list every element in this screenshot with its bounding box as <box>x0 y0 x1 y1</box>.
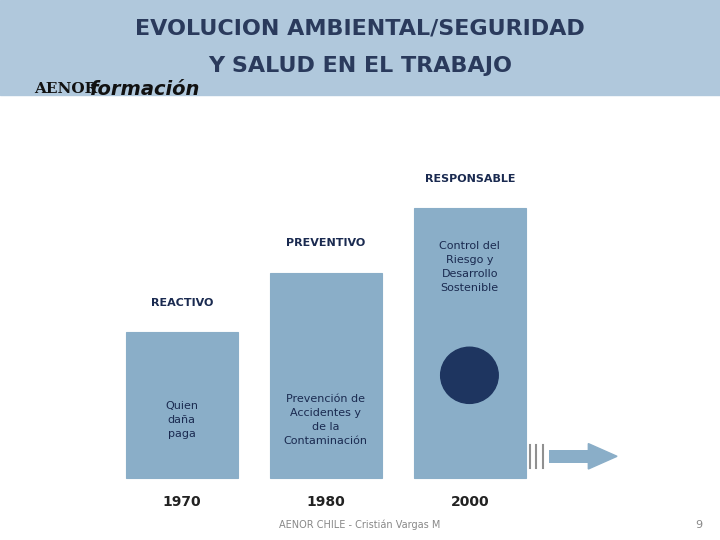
Text: AENOR CHILE - Cristián Vargas M: AENOR CHILE - Cristián Vargas M <box>279 520 441 530</box>
Text: REACTIVO: REACTIVO <box>150 298 213 308</box>
Text: formación: formación <box>89 79 199 99</box>
Text: 9: 9 <box>695 520 702 530</box>
Text: 1980: 1980 <box>307 495 345 509</box>
Text: Quien
daña
paga: Quien daña paga <box>166 401 198 438</box>
Bar <box>126 332 238 478</box>
Text: 2000: 2000 <box>451 495 489 509</box>
Text: RESPONSABLE: RESPONSABLE <box>425 173 515 184</box>
Text: EVOLUCION AMBIENTAL/SEGURIDAD: EVOLUCION AMBIENTAL/SEGURIDAD <box>135 18 585 38</box>
Text: Control del
Riesgo y
Desarrollo
Sostenible: Control del Riesgo y Desarrollo Sostenib… <box>439 241 500 293</box>
Text: AENOR: AENOR <box>35 82 98 96</box>
Bar <box>270 273 382 478</box>
Text: 1970: 1970 <box>163 495 201 509</box>
Ellipse shape <box>441 347 498 403</box>
Text: Prevención de
Accidentes y
de la
Contaminación: Prevención de Accidentes y de la Contami… <box>284 394 368 447</box>
Bar <box>549 450 588 463</box>
Bar <box>0 0 720 94</box>
Polygon shape <box>588 443 617 469</box>
Text: Y SALUD EN EL TRABAJO: Y SALUD EN EL TRABAJO <box>208 56 512 76</box>
Bar <box>414 208 526 478</box>
Text: PREVENTIVO: PREVENTIVO <box>286 238 366 248</box>
